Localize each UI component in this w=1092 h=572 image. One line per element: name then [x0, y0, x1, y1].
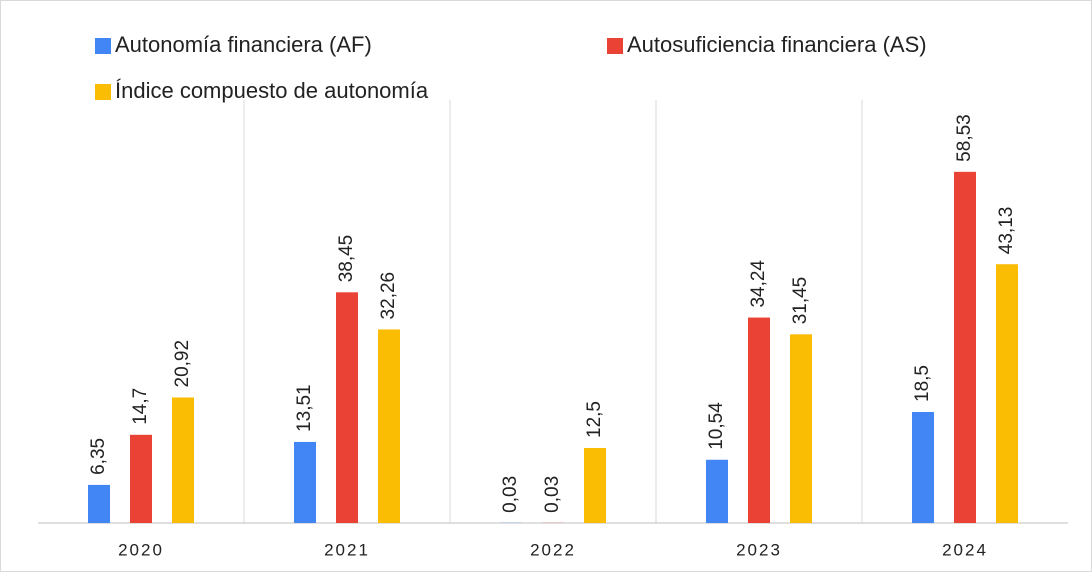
data-label: 20,92 [172, 340, 193, 388]
data-label: 18,5 [912, 365, 933, 402]
x-tick-label: 2024 [942, 540, 988, 559]
data-label: 34,24 [748, 260, 769, 308]
bar [294, 441, 316, 523]
x-tick-label: 2023 [736, 540, 782, 559]
bar [584, 448, 606, 523]
data-label: 12,5 [584, 401, 605, 438]
bar [996, 264, 1018, 523]
bar [336, 292, 358, 523]
bar [172, 397, 194, 523]
data-label: 32,26 [378, 272, 399, 320]
data-label: 43,13 [996, 207, 1017, 255]
bar [378, 329, 400, 523]
legend-label: Índice compuesto de autonomía [115, 78, 429, 103]
data-label: 31,45 [790, 277, 811, 325]
bar [912, 412, 934, 523]
legend-swatch [95, 38, 111, 54]
data-label: 58,53 [954, 114, 975, 162]
legend-label: Autonomía financiera (AF) [115, 32, 372, 57]
data-label: 13,51 [294, 384, 315, 432]
data-label: 0,03 [542, 476, 563, 513]
bar [790, 334, 812, 523]
bar [706, 459, 728, 523]
data-label: 6,35 [88, 438, 109, 475]
bar [88, 484, 110, 523]
legend-swatch [95, 84, 111, 100]
legend-label: Autosuficiencia financiera (AS) [627, 32, 927, 57]
bar [954, 171, 976, 523]
data-label: 0,03 [500, 476, 521, 513]
legend-swatch [607, 38, 623, 54]
x-tick-label: 2022 [530, 540, 576, 559]
x-tick-label: 2020 [118, 540, 164, 559]
x-tick-label: 2021 [324, 540, 370, 559]
data-label: 38,45 [336, 235, 357, 283]
data-label: 14,7 [130, 388, 151, 425]
bar [748, 317, 770, 523]
bar [130, 434, 152, 523]
data-label: 10,54 [706, 402, 727, 450]
